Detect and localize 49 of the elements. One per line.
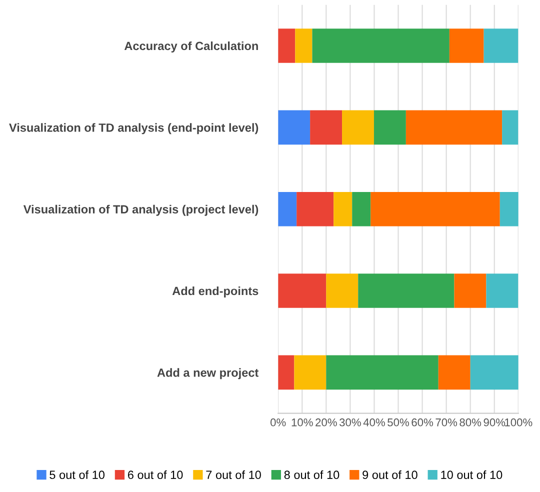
- bar: [370, 192, 500, 226]
- x-tick-label: 10%: [292, 418, 313, 426]
- bar: [310, 110, 342, 145]
- legend-label: 9 out of 10: [362, 470, 418, 480]
- bar: [406, 110, 502, 145]
- x-tick-label: 100%: [505, 418, 532, 426]
- bar: [449, 28, 484, 63]
- y-tick-label: Add end-points: [172, 286, 258, 298]
- bar: [484, 28, 518, 63]
- y-tick-label: Accuracy of Calculation: [124, 41, 258, 52]
- bar: [278, 192, 297, 226]
- x-tick-label: 60%: [412, 418, 434, 426]
- bar: [500, 192, 518, 226]
- bar: [438, 355, 470, 390]
- bar: [296, 192, 334, 226]
- legend-label: 5 out of 10: [50, 470, 105, 480]
- bar: [294, 355, 326, 390]
- bar: [312, 28, 450, 63]
- legend-label: 6 out of 10: [128, 470, 183, 480]
- bar: [470, 355, 518, 390]
- y-tick-label: Visualization of TD analysis (project level): [23, 204, 258, 216]
- bar: [326, 355, 438, 390]
- x-tick-label: 50%: [388, 418, 409, 426]
- x-tick-label: 20%: [316, 418, 337, 426]
- legend-label: 10 out of 10: [441, 470, 502, 480]
- x-tick-label: 90%: [484, 418, 506, 426]
- bar: [278, 355, 294, 390]
- x-tick-label: 30%: [339, 418, 361, 426]
- x-tick-label: 40%: [363, 418, 385, 426]
- y-tick-label: Add a new project: [157, 368, 259, 380]
- bar: [352, 192, 371, 226]
- y-tick-label: Visualization of TD analysis (end-point level): [9, 123, 258, 134]
- bar: [334, 192, 352, 226]
- bar: [278, 110, 310, 145]
- bar: [278, 274, 326, 308]
- bar: [374, 110, 406, 145]
- bar: [326, 274, 358, 308]
- bar: [358, 274, 454, 308]
- bar: [342, 110, 374, 145]
- x-tick-label: 80%: [460, 418, 482, 426]
- x-tick-label: 70%: [436, 418, 458, 426]
- bar: [486, 274, 518, 308]
- bar: [454, 274, 486, 308]
- legend-label: 8 out of 10: [284, 470, 340, 480]
- bar: [502, 110, 518, 145]
- legend-label: 7 out of 10: [206, 470, 261, 480]
- x-tick-label: 0%: [270, 418, 286, 426]
- bar: [278, 28, 296, 63]
- bar: [295, 28, 312, 63]
